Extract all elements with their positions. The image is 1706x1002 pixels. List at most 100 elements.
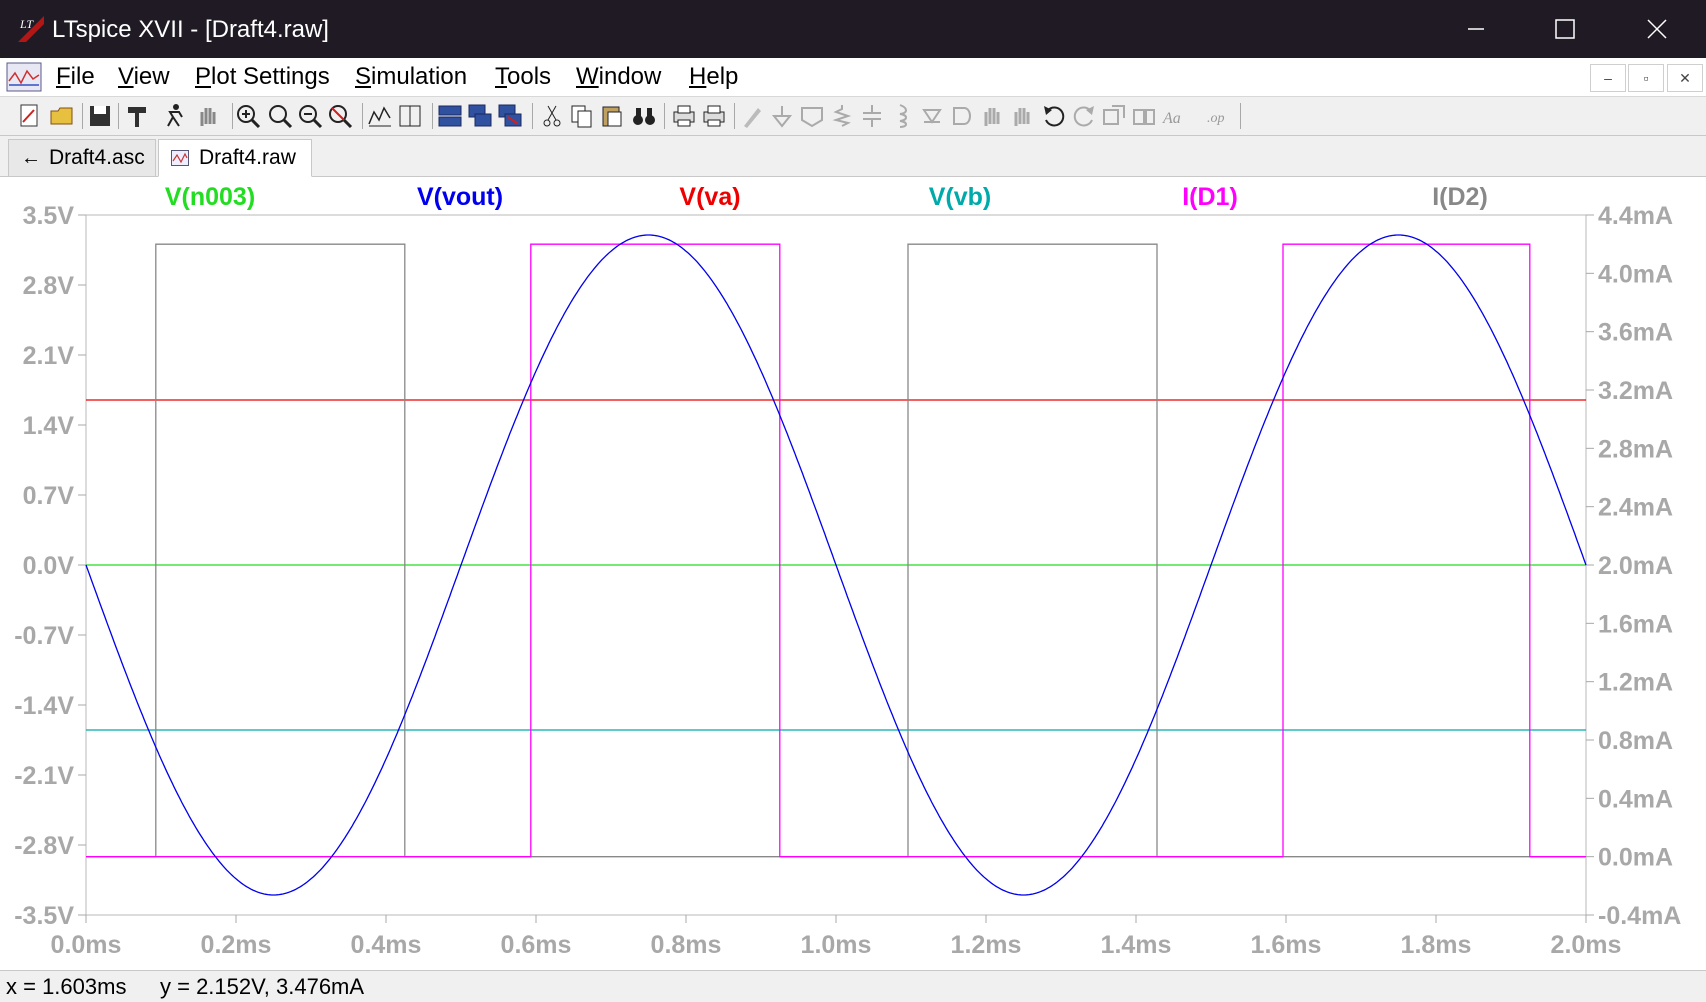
print-icon[interactable] (670, 102, 698, 130)
waveform-window-icon (6, 62, 42, 92)
svg-text:Aa: Aa (1162, 110, 1181, 127)
zoom-out-icon[interactable] (296, 102, 324, 130)
legend-v-n003[interactable]: V(n003) (165, 183, 255, 211)
zoom-fit-icon[interactable] (326, 102, 354, 130)
control-panel-hammer-icon[interactable] (124, 102, 152, 130)
schematic-icon: ← (21, 147, 41, 169)
cut-icon[interactable] (538, 102, 566, 130)
tab-label: Draft4.raw (199, 146, 296, 169)
y-right-tick-label: 2.8mA (1598, 435, 1673, 463)
minimize-icon (1468, 28, 1484, 30)
cursor-y-readout: y = 2.152V, 3.476mA (160, 974, 365, 999)
zoom-area-icon[interactable] (266, 102, 294, 130)
menu-bar: File View Plot Settings Simulation Tools… (0, 58, 1706, 97)
print-preview-icon[interactable] (700, 102, 728, 130)
y-left-tick-label: 2.8V (23, 272, 75, 300)
y-left-tick-label: -2.1V (14, 762, 74, 790)
y-left-tick-label: -3.5V (14, 902, 74, 930)
mdi-minimize-button[interactable]: – (1590, 64, 1626, 92)
drag-hand-icon (1014, 108, 1030, 126)
zoom-in-icon[interactable] (234, 102, 262, 130)
menu-window[interactable]: Window (576, 63, 662, 90)
waveform-icon (171, 150, 189, 166)
x-axis-ticks: 0.0ms 0.2ms 0.4ms 0.6ms 0.8ms 1.0ms 1.2ms 1.4ms… (51, 915, 1622, 959)
mirror-icon (1133, 109, 1155, 125)
x-tick-label: 2.0ms (1551, 931, 1622, 959)
x-tick-label: 0.6ms (501, 931, 572, 959)
ground-icon (771, 106, 793, 128)
open-folder-icon[interactable] (48, 102, 76, 130)
close-icon (1647, 19, 1667, 39)
document-tabs: ← Draft4.asc Draft4.raw (0, 136, 1706, 177)
x-tick-label: 1.4ms (1101, 931, 1172, 959)
undo-icon[interactable] (1040, 102, 1068, 130)
x-tick-label: 0.4ms (351, 931, 422, 959)
menu-plot-settings[interactable]: Plot Settings (195, 63, 330, 90)
y-left-tick-label: 2.1V (23, 342, 75, 370)
legend-v-vb[interactable]: V(vb) (929, 183, 992, 211)
diode-icon (922, 109, 942, 124)
cascade-icon[interactable] (466, 102, 494, 130)
minimize-button[interactable] (1436, 0, 1514, 58)
trace-legend: V(n003) V(vout) V(va) V(vb) I(D1) I(D2) (165, 183, 1488, 211)
legend-i-d1[interactable]: I(D1) (1182, 183, 1238, 211)
run-icon[interactable] (160, 102, 188, 130)
mdi-close-button[interactable]: ✕ (1667, 64, 1703, 92)
pan-hand-icon[interactable] (194, 102, 222, 130)
y-right-tick-label: 3.2mA (1598, 377, 1673, 405)
autorange-icon[interactable] (366, 102, 394, 130)
tile-horizontal-icon[interactable] (436, 102, 464, 130)
waveform-plot[interactable]: V(n003) V(vout) V(va) V(vb) I(D1) I(D2) 3.5V 2… (0, 177, 1706, 967)
capacitor-icon (863, 105, 881, 127)
legend-i-d2[interactable]: I(D2) (1432, 183, 1488, 211)
paste-icon[interactable] (598, 102, 626, 130)
menu-help[interactable]: Help (689, 63, 739, 90)
y-right-tick-label: 3.6mA (1598, 319, 1673, 347)
x-tick-label: 1.6ms (1251, 931, 1322, 959)
resistor-icon (832, 105, 852, 127)
x-tick-label: 1.0ms (801, 931, 872, 959)
cursor-icon[interactable] (396, 102, 424, 130)
legend-v-vout[interactable]: V(vout) (417, 183, 503, 211)
find-binoculars-icon[interactable] (630, 102, 658, 130)
close-window-icon[interactable] (496, 102, 524, 130)
rotate-icon (1103, 105, 1125, 125)
y-right-tick-label: -0.4mA (1598, 902, 1681, 930)
x-tick-label: 0.2ms (201, 931, 272, 959)
new-schematic-icon[interactable] (16, 102, 44, 130)
mdi-restore-button[interactable]: ▫ (1628, 64, 1664, 92)
menu-tools[interactable]: Tools (495, 63, 552, 90)
menu-simulation[interactable]: Simulation (355, 63, 468, 90)
menu-file[interactable]: File (56, 63, 95, 90)
x-tick-label: 0.0ms (51, 931, 122, 959)
y-right-tick-label: 0.4mA (1598, 785, 1673, 813)
maximize-icon (1555, 19, 1575, 39)
move-hand-icon (984, 108, 1000, 126)
spice-directive-icon: .op (1207, 111, 1225, 126)
close-button[interactable] (1618, 0, 1696, 58)
y-left-tick-label: 0.7V (23, 482, 75, 510)
copy-icon[interactable] (568, 102, 596, 130)
y-right-tick-label: 1.2mA (1598, 669, 1673, 697)
y-right-tick-label: 4.0mA (1598, 260, 1673, 288)
y-right-tick-label: 2.0mA (1598, 552, 1673, 580)
label-net-icon (801, 107, 823, 128)
y-left-tick-label: 1.4V (23, 412, 75, 440)
legend-v-va[interactable]: V(va) (679, 183, 740, 211)
y-right-tick-label: 0.8mA (1598, 727, 1673, 755)
title-bar: LT LTspice XVII - [Draft4.raw] (0, 0, 1706, 58)
y-left-tick-label: -2.8V (14, 832, 74, 860)
y-axis-left-ticks: 3.5V 2.8V 2.1V 1.4V 0.7V 0.0V -0.7V -1.4V -2.1V -… (14, 202, 86, 930)
y-right-tick-label: 4.4mA (1598, 202, 1673, 230)
y-right-tick-label: 2.4mA (1598, 494, 1673, 522)
traces (85, 234, 1587, 896)
tab-draft4-raw[interactable]: Draft4.raw (158, 139, 312, 177)
menu-view[interactable]: View (118, 63, 170, 90)
y-left-tick-label: -1.4V (14, 692, 74, 720)
save-icon[interactable] (86, 102, 114, 130)
maximize-button[interactable] (1526, 0, 1604, 58)
status-bar: x = 1.603ms y = 2.152V, 3.476mA (0, 970, 1706, 1002)
tab-draft4-asc[interactable]: ← Draft4.asc (8, 139, 156, 177)
window-title: LTspice XVII - [Draft4.raw] (52, 16, 329, 43)
y-axis-right-ticks: 4.4mA 4.0mA 3.6mA 3.2mA 2.8mA 2.4mA 2.0mA 1.6mA… (1586, 202, 1681, 930)
